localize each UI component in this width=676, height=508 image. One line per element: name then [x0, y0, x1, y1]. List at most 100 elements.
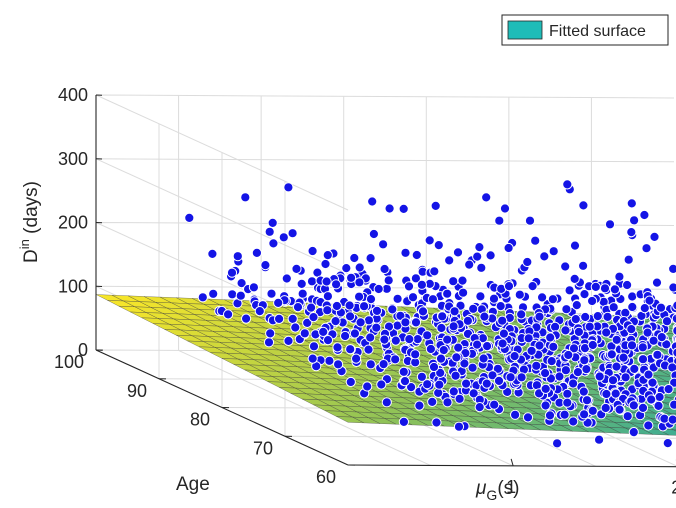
scatter-point	[400, 247, 411, 258]
scatter-point	[560, 261, 571, 272]
scatter-point	[571, 300, 582, 311]
x-axis-label-sub: G	[486, 487, 497, 503]
scatter-point	[410, 317, 422, 328]
scatter-point	[278, 232, 289, 243]
scatter-point	[587, 405, 598, 416]
scatter-point	[581, 395, 593, 406]
scatter-point	[251, 247, 262, 258]
scatter-point	[318, 326, 329, 337]
scatter-point	[354, 291, 365, 302]
scatter-point	[263, 337, 275, 348]
scatter-point	[363, 315, 374, 326]
scatter-point	[607, 375, 619, 386]
scatter-point	[267, 217, 278, 228]
scatter-point	[208, 288, 219, 299]
z-axis-label-sup: in	[17, 239, 32, 249]
scatter-point	[442, 334, 453, 345]
scatter-point	[524, 215, 536, 226]
scatter-point	[568, 416, 579, 427]
scatter-point	[584, 321, 595, 332]
scatter-point	[544, 410, 556, 421]
scatter-point	[492, 363, 503, 374]
scatter-point	[590, 281, 601, 292]
scatter-point	[451, 352, 462, 363]
scatter-point	[644, 295, 655, 306]
scatter-point	[407, 292, 419, 303]
scatter-point	[437, 311, 448, 322]
scatter-point	[297, 288, 308, 299]
scatter-point	[332, 342, 343, 353]
scatter-point	[485, 250, 496, 261]
scatter-point	[436, 322, 447, 334]
scatter-point	[449, 306, 460, 317]
scatter-point	[427, 396, 438, 407]
scatter-point	[260, 260, 271, 271]
scatter-point	[509, 409, 521, 420]
scatter-point	[331, 300, 342, 312]
scatter-point	[669, 399, 676, 410]
scatter-point	[579, 409, 590, 420]
scatter-point	[266, 288, 277, 299]
scatter-point	[472, 339, 483, 350]
scatter-point	[641, 243, 652, 254]
scatter-point	[494, 215, 505, 226]
scatter-point	[430, 200, 441, 211]
scatter-point	[649, 231, 660, 242]
scatter-point	[306, 302, 317, 313]
scatter-point	[442, 288, 453, 299]
scatter-point	[371, 305, 383, 316]
grid-line-age-floor	[284, 435, 676, 439]
scatter-point	[579, 289, 590, 300]
scatter-point	[474, 242, 485, 253]
scatter-point	[564, 285, 575, 296]
scatter-point	[488, 293, 500, 304]
scatter-point	[254, 306, 265, 317]
scatter-point	[464, 259, 475, 270]
scatter-point	[509, 351, 520, 362]
z-tick-label: 0	[78, 340, 88, 360]
scatter-point	[611, 361, 622, 372]
scatter-point	[672, 325, 676, 336]
scatter-point	[534, 311, 545, 322]
scatter-point	[448, 386, 459, 397]
scatter-point	[368, 228, 379, 240]
scatter-point	[398, 416, 409, 427]
scatter-point	[547, 294, 559, 305]
scatter-point	[503, 281, 515, 292]
scatter-point	[498, 328, 509, 339]
scatter-point	[600, 402, 611, 414]
scatter-point	[614, 271, 625, 282]
scatter-point	[618, 352, 629, 363]
scatter-point	[539, 251, 550, 262]
scatter-point	[552, 438, 563, 449]
scatter-point	[417, 306, 429, 317]
scatter-point	[354, 262, 365, 273]
scatter-point	[468, 388, 479, 399]
scatter-point	[668, 263, 676, 274]
scatter-point	[292, 302, 304, 313]
scatter-point	[626, 340, 638, 351]
age-tick-label: 90	[127, 381, 147, 401]
scatter-point	[561, 304, 572, 315]
scatter-point	[562, 388, 573, 399]
scatter-point	[264, 226, 275, 237]
scatter-point	[587, 295, 598, 307]
scatter-point	[320, 258, 331, 270]
scatter-point	[399, 376, 411, 387]
scatter-point	[601, 388, 612, 400]
scatter-point	[514, 289, 525, 300]
scatter-point	[197, 292, 208, 303]
scatter-point	[453, 421, 465, 432]
scatter-point	[505, 372, 516, 383]
scatter-point	[478, 353, 489, 364]
scatter-point	[299, 328, 310, 339]
scatter-point	[531, 360, 542, 371]
scatter-point	[227, 289, 238, 300]
scatter-point	[427, 294, 438, 305]
scatter-point	[422, 379, 433, 390]
scatter-point	[654, 391, 665, 403]
scatter-point	[458, 287, 469, 298]
scatter-point	[457, 275, 468, 286]
scatter-point	[672, 300, 676, 311]
scatter-point	[516, 372, 527, 383]
